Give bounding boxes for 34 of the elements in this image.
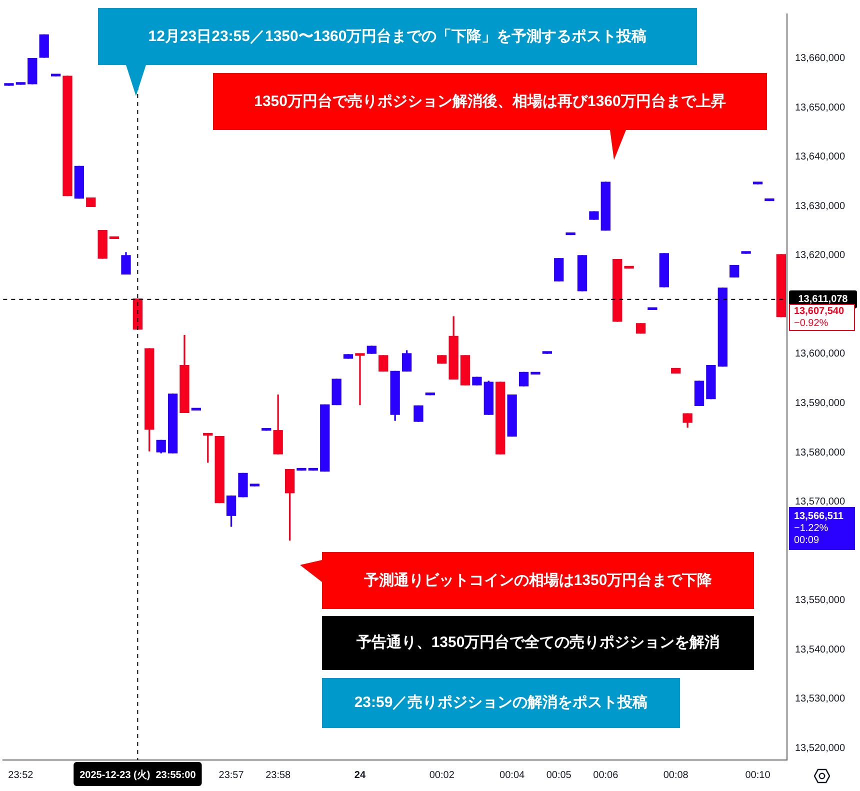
y-tick-label: 13,650,000 bbox=[795, 102, 846, 114]
callout: 予告通り、1350万円台で全ての売りポジションを解消 bbox=[322, 616, 754, 670]
x-tick-label: 2025-12-23 (火) 23:55:00 bbox=[80, 768, 196, 781]
x-tick-label: 24 bbox=[354, 770, 366, 781]
y-tick-label: 13,590,000 bbox=[795, 398, 846, 410]
annotation: 予告通り、1350万円台で全ての売りポジションを解消 bbox=[356, 634, 720, 652]
x-tick-label: 00:05 bbox=[546, 770, 572, 781]
y-tick-label: 13,620,000 bbox=[795, 250, 846, 262]
callout: 23:59／売りポジションの解消をポスト投稿 bbox=[322, 678, 680, 728]
x-tick-label: 00:06 bbox=[593, 770, 619, 781]
y-tick-label: 13,580,000 bbox=[795, 447, 846, 458]
text: 13,566,511 −1.22% 00:09 bbox=[794, 510, 844, 546]
y-tick-label: 13,570,000 bbox=[795, 496, 846, 508]
x-tick-label: 00:08 bbox=[663, 770, 689, 781]
x-tick-label: 00:02 bbox=[429, 770, 455, 781]
x-tick-label: 23:52 bbox=[8, 770, 34, 781]
x-tick-label: 23:57 bbox=[218, 770, 244, 781]
y-tick-label: 13,520,000 bbox=[795, 742, 846, 754]
ref-line-label: 13,611,078 bbox=[798, 294, 848, 306]
x-tick-label: 23:58 bbox=[266, 770, 292, 781]
annotation: 12月23日23:55／1350〜1360万円台までの「下降」を予測するポスト投稿 bbox=[148, 28, 647, 46]
annotation: 1350万円台で売りポジション解消後、相場は再び1360万円台まで上昇 bbox=[254, 92, 726, 110]
y-tick-label: 13,660,000 bbox=[795, 53, 846, 64]
y-tick-label: 13,600,000 bbox=[795, 348, 846, 360]
text: 13,607,540 −0.92% bbox=[794, 306, 844, 330]
y-tick-label: 13,530,000 bbox=[795, 694, 846, 705]
y-tick-label: 13,630,000 bbox=[795, 200, 846, 212]
y-tick-label: 13,640,000 bbox=[795, 152, 846, 163]
annotation: 23:59／売りポジションの解消をポスト投稿 bbox=[354, 694, 648, 712]
x-tick-label: 00:04 bbox=[500, 770, 526, 781]
y-tick-label: 13,550,000 bbox=[795, 595, 846, 606]
annotation: 予測通りビットコインの相場は1350万円台まで下降 bbox=[364, 572, 712, 590]
x-tick-label: 00:10 bbox=[745, 770, 771, 781]
y-tick-label: 13,540,000 bbox=[795, 644, 846, 656]
